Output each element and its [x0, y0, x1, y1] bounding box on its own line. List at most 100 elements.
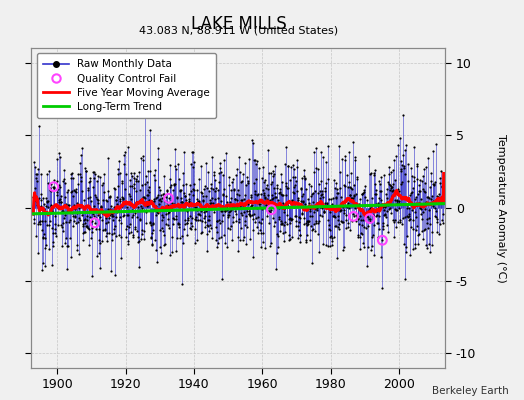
Point: [99, 216, 107, 223]
Point: [100, 210, 108, 216]
Point: [225, 208, 234, 214]
Point: [164, 216, 172, 222]
Point: [71, 206, 79, 212]
Point: [57, 222, 65, 228]
Point: [85, 242, 94, 249]
Point: [226, 187, 235, 194]
Point: [84, 185, 93, 191]
Point: [239, 208, 248, 215]
Point: [174, 161, 182, 167]
Point: [95, 237, 104, 243]
Point: [102, 220, 111, 226]
Point: [117, 220, 126, 226]
Point: [308, 191, 316, 197]
Point: [346, 192, 354, 198]
Point: [310, 220, 319, 227]
Point: [351, 205, 359, 211]
Point: [50, 177, 59, 183]
Point: [66, 207, 74, 213]
Point: [384, 229, 392, 236]
Point: [339, 247, 347, 254]
Point: [434, 196, 443, 203]
Point: [433, 193, 442, 200]
Point: [206, 197, 214, 203]
Point: [122, 171, 130, 177]
Point: [165, 195, 173, 202]
Point: [315, 194, 324, 201]
Point: [71, 188, 80, 194]
Point: [40, 262, 49, 269]
Point: [242, 182, 250, 188]
Point: [435, 196, 443, 202]
Point: [246, 194, 255, 200]
Point: [368, 194, 376, 201]
Point: [63, 266, 72, 272]
Point: [216, 234, 225, 240]
Point: [375, 226, 383, 232]
Point: [138, 153, 147, 159]
Point: [423, 216, 431, 222]
Point: [259, 230, 268, 236]
Point: [138, 231, 147, 237]
Point: [232, 191, 241, 197]
Point: [224, 212, 232, 218]
Point: [157, 250, 165, 256]
Point: [103, 188, 112, 194]
Point: [230, 186, 238, 192]
Point: [227, 237, 236, 244]
Point: [290, 189, 298, 196]
Point: [430, 179, 439, 185]
Point: [369, 212, 377, 218]
Point: [203, 217, 212, 223]
Point: [310, 168, 319, 175]
Point: [41, 245, 49, 251]
Point: [173, 195, 181, 201]
Point: [288, 216, 296, 222]
Point: [55, 150, 63, 156]
Point: [291, 181, 299, 188]
Point: [336, 208, 344, 215]
Point: [282, 144, 290, 150]
Point: [364, 244, 372, 250]
Point: [199, 196, 207, 203]
Point: [357, 217, 365, 223]
Point: [221, 240, 230, 246]
Point: [273, 185, 281, 191]
Point: [107, 211, 116, 217]
Point: [164, 202, 172, 208]
Point: [74, 180, 82, 187]
Point: [256, 243, 265, 250]
Point: [416, 188, 424, 194]
Point: [44, 204, 52, 210]
Point: [213, 228, 222, 235]
Point: [93, 178, 102, 184]
Point: [432, 229, 441, 236]
Point: [400, 165, 408, 171]
Point: [421, 226, 430, 232]
Point: [56, 154, 64, 160]
Point: [148, 242, 157, 248]
Point: [29, 194, 38, 200]
Point: [167, 248, 176, 255]
Point: [250, 191, 259, 197]
Point: [379, 220, 387, 226]
Point: [30, 158, 38, 165]
Point: [432, 208, 441, 214]
Point: [290, 166, 299, 172]
Text: 43.083 N, 88.911 W (United States): 43.083 N, 88.911 W (United States): [139, 25, 338, 35]
Point: [69, 174, 78, 181]
Point: [407, 224, 415, 230]
Point: [267, 206, 276, 213]
Point: [289, 189, 298, 196]
Point: [394, 207, 402, 213]
Point: [331, 214, 340, 220]
Point: [428, 242, 436, 248]
Point: [185, 196, 194, 202]
Point: [103, 198, 111, 204]
Point: [389, 186, 397, 193]
Point: [376, 181, 385, 187]
Point: [123, 222, 131, 229]
Point: [86, 214, 95, 220]
Point: [180, 217, 189, 224]
Point: [138, 205, 146, 211]
